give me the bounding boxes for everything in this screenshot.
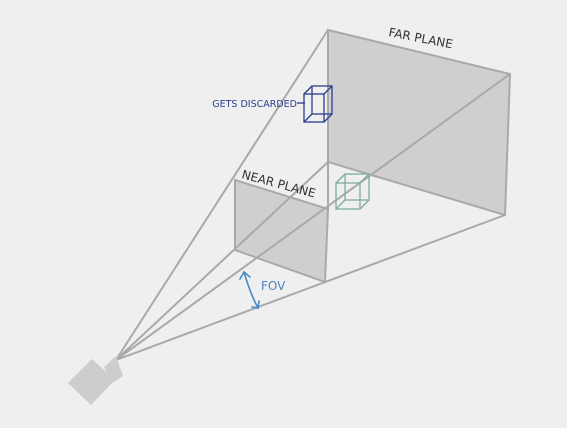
inside-cube-icon bbox=[335, 173, 370, 210]
frustum-edge-inner bbox=[115, 161, 329, 361]
frustum-edge-top bbox=[115, 29, 329, 361]
frustum-edge-right bbox=[115, 73, 511, 361]
fov-label: FOV bbox=[261, 279, 286, 293]
discarded-cube-icon bbox=[303, 85, 333, 123]
frustum-edge-bottom bbox=[115, 214, 506, 361]
frustum-edges bbox=[115, 29, 511, 361]
camera-icon bbox=[68, 356, 123, 405]
fov-arc-icon bbox=[239, 270, 260, 309]
gets-discarded-label: GETS DISCARDED bbox=[212, 99, 297, 110]
